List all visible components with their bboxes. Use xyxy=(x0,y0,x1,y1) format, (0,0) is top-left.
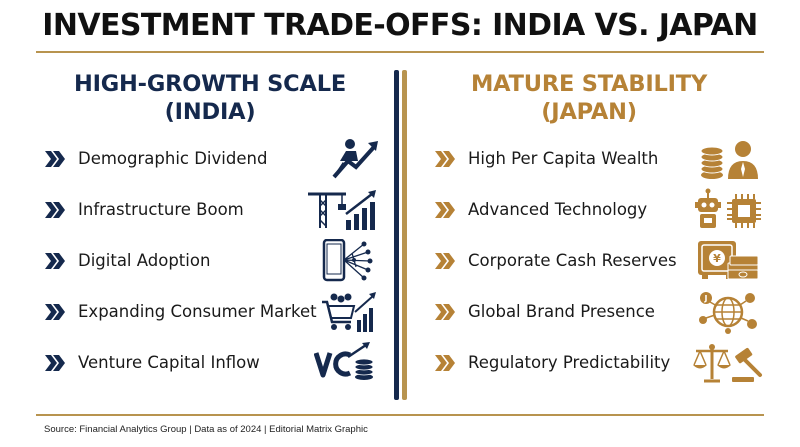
coins-person-icon xyxy=(700,141,758,179)
page-title: INVESTMENT TRADE-OFFS: INDIA VS. JAPAN xyxy=(42,8,758,43)
japan-item-high-per-capita-wealth: High Per Capita Wealth xyxy=(434,137,774,181)
smartphone-network-icon xyxy=(322,239,373,282)
japan-item-label: Advanced Technology xyxy=(468,200,648,219)
japan-item-corporate-cash-reserves: Corporate Cash Reserves ¥ xyxy=(434,239,774,283)
japan-item-regulatory-predictability: Regulatory Predictability xyxy=(434,341,774,385)
chevron-right-icon xyxy=(435,355,455,371)
svg-text:¥: ¥ xyxy=(713,252,721,265)
chevron-right-icon xyxy=(45,253,65,269)
japan-item-global-brand-presence: Global Brand Presence J xyxy=(434,290,774,334)
chevron-right-icon xyxy=(435,151,455,167)
india-item-label: Expanding Consumer Market xyxy=(78,302,317,321)
crane-growth-chart-icon xyxy=(308,190,376,230)
india-item-venture-capital-inflow: Venture Capital Inflow xyxy=(44,341,380,385)
japan-item-label: Corporate Cash Reserves xyxy=(468,251,677,270)
japan-item-label: High Per Capita Wealth xyxy=(468,149,659,168)
rising-person-arrow-icon xyxy=(332,139,378,179)
svg-text:J: J xyxy=(704,294,708,303)
column-divider-gold xyxy=(402,70,407,400)
source-footer: Source: Financial Analytics Group | Data… xyxy=(44,424,368,435)
india-item-label: Digital Adoption xyxy=(78,251,211,270)
india-item-label: Demographic Dividend xyxy=(78,149,268,168)
scales-gavel-icon xyxy=(693,344,762,383)
yen-safe-cash-icon: ¥ xyxy=(698,241,759,280)
chevron-right-icon xyxy=(45,355,65,371)
vc-coins-icon xyxy=(314,342,374,380)
india-item-digital-adoption: Digital Adoption xyxy=(44,239,380,283)
japan-heading-line1: MATURE STABILITY xyxy=(470,71,708,97)
title-underline xyxy=(36,51,764,53)
japan-heading-line2: (JAPAN) xyxy=(541,99,637,125)
globe-network-icon: J xyxy=(699,292,757,334)
column-divider-navy xyxy=(394,70,399,400)
shopping-cart-growth-icon xyxy=(322,292,376,332)
japan-item-advanced-technology: Advanced Technology xyxy=(434,188,774,232)
india-heading-line2: (INDIA) xyxy=(164,99,256,125)
chevron-right-icon xyxy=(435,253,455,269)
japan-item-label: Global Brand Presence xyxy=(468,302,655,321)
chevron-right-icon xyxy=(45,151,65,167)
chevron-right-icon xyxy=(45,304,65,320)
india-item-label: Venture Capital Inflow xyxy=(78,353,260,372)
japan-item-label: Regulatory Predictability xyxy=(468,353,671,372)
india-item-label: Infrastructure Boom xyxy=(78,200,244,219)
chevron-right-icon xyxy=(435,304,455,320)
chevron-right-icon xyxy=(45,202,65,218)
india-item-infrastructure-boom: Infrastructure Boom xyxy=(44,188,380,232)
india-item-expanding-consumer-market: Expanding Consumer Market xyxy=(44,290,380,334)
robot-chip-icon xyxy=(695,188,761,228)
japan-column-heading: MATURE STABILITY (JAPAN) xyxy=(419,70,759,126)
india-column-heading: HIGH-GROWTH SCALE (INDIA) xyxy=(40,70,380,126)
india-heading-line1: HIGH-GROWTH SCALE xyxy=(73,71,347,97)
chevron-right-icon xyxy=(435,202,455,218)
india-item-demographic-dividend: Demographic Dividend xyxy=(44,137,380,181)
footer-rule xyxy=(36,414,764,416)
